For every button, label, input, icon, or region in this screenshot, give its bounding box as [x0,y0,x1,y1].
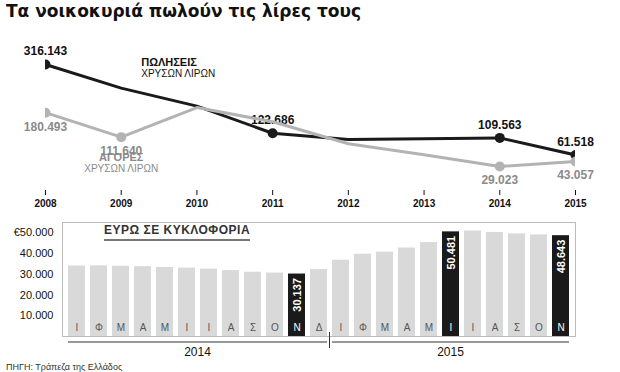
svg-text:29.023: 29.023 [481,173,518,187]
svg-text:2015: 2015 [437,345,464,359]
svg-text:316.143: 316.143 [24,44,68,58]
svg-text:40.000: 40.000 [20,247,54,259]
svg-text:50.481: 50.481 [445,236,457,270]
svg-text:2013: 2013 [413,198,436,209]
svg-text:122.686: 122.686 [250,113,295,128]
svg-text:48.643: 48.643 [555,240,567,274]
svg-text:Ι: Ι [186,322,189,333]
svg-text:Ν: Ν [557,322,564,333]
svg-text:2014: 2014 [184,345,211,359]
svg-text:Ο: Ο [271,322,279,333]
svg-text:Δ: Δ [316,322,323,333]
svg-text:ΧΡΥΣΩΝ ΛΙΡΩΝ: ΧΡΥΣΩΝ ΛΙΡΩΝ [84,163,158,174]
svg-text:10.000: 10.000 [20,309,54,321]
svg-text:Ι: Ι [472,322,475,333]
svg-text:43.057: 43.057 [557,168,594,182]
svg-text:180.493: 180.493 [24,120,68,134]
svg-text:Ι: Ι [208,322,211,333]
svg-text:Ο: Ο [535,322,543,333]
svg-text:Α: Α [404,322,411,333]
svg-text:2009: 2009 [110,198,133,209]
html-text:Τα νοικοκυριά πωλούν τις λίρες: Τα νοικοκυριά πωλούν τις λίρες τους [6,1,361,21]
svg-text:ΑΓΟΡΕΣ: ΑΓΟΡΕΣ [99,151,144,163]
html-text:ΕΥΡΩ ΣΕ ΚΥΚΛΟΦΟΡΙΑ: ΕΥΡΩ ΣΕ ΚΥΚΛΟΦΟΡΙΑ [104,223,250,237]
svg-text:30.000: 30.000 [20,268,54,280]
svg-text:Ι: Ι [450,322,453,333]
svg-text:2010: 2010 [186,198,209,209]
svg-text:ΧΡΥΣΩΝ ΛΙΡΩΝ: ΧΡΥΣΩΝ ΛΙΡΩΝ [141,68,215,79]
svg-text:2008: 2008 [34,198,57,209]
svg-text:Μ: Μ [425,322,433,333]
svg-text:Σ: Σ [250,322,256,333]
svg-text:Ι: Ι [340,322,343,333]
svg-text:Ν: Ν [293,322,300,333]
svg-text:20.000: 20.000 [20,289,54,301]
svg-text:Μ: Μ [381,322,389,333]
svg-text:Μ: Μ [117,322,125,333]
svg-text:Σ: Σ [514,322,520,333]
svg-text:Α: Α [228,322,235,333]
svg-text:Α: Α [140,322,147,333]
svg-text:€50.000: €50.000 [14,226,54,238]
svg-text:2012: 2012 [337,198,360,209]
svg-text:2014: 2014 [489,198,512,209]
svg-text:2011: 2011 [262,198,284,209]
svg-text:30.137: 30.137 [291,278,303,312]
html-text:ΠΗΓΗ: Τράπεζα της Ελλάδος: ΠΗΓΗ: Τράπεζα της Ελλάδος [6,362,123,372]
svg-text:Μ: Μ [161,322,169,333]
svg-text:Α: Α [492,322,499,333]
svg-text:Ι: Ι [76,322,79,333]
svg-text:109.563: 109.563 [478,118,522,132]
svg-text:ΠΩΛΗΣΕΙΣ: ΠΩΛΗΣΕΙΣ [141,56,197,68]
svg-text:Φ: Φ [95,322,103,333]
svg-text:Φ: Φ [359,322,367,333]
svg-text:61.518: 61.518 [557,135,594,149]
svg-text:2015: 2015 [564,198,587,209]
